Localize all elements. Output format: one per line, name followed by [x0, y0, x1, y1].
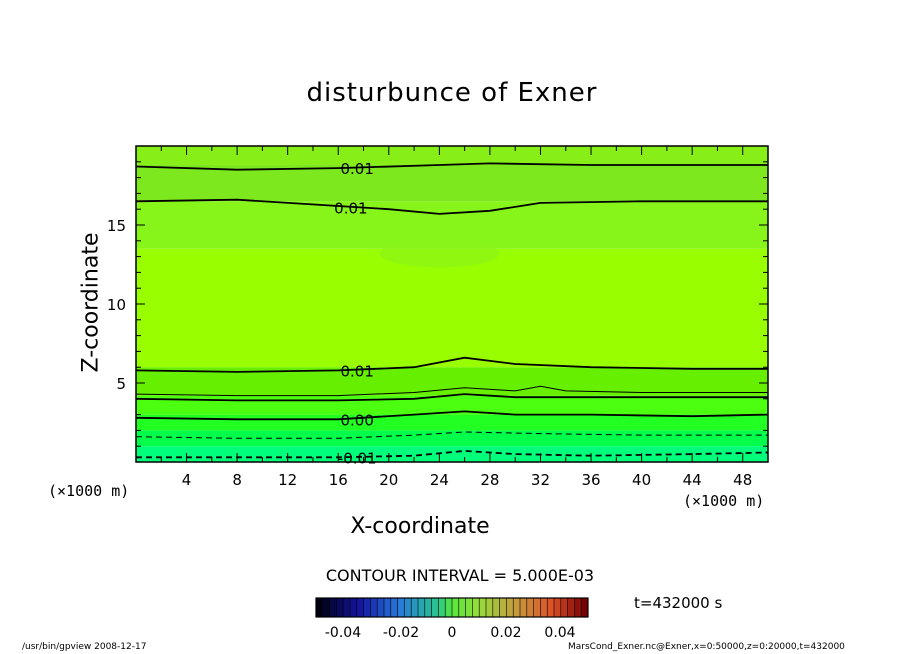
- colorbar-cell: [370, 598, 378, 617]
- colorbar-frame: [315, 597, 589, 618]
- fill-band-0: [136, 446, 768, 462]
- x-tick-label: 36: [581, 471, 600, 489]
- colorbar-cell: [350, 598, 358, 617]
- colorbar-cell: [438, 598, 446, 617]
- contour-interval-label: CONTOUR INTERVAL = 5.000E-03: [325, 566, 595, 585]
- colorbar-cell: [506, 598, 514, 617]
- colorbar-cell: [336, 598, 344, 617]
- colorbar-cell: [377, 598, 385, 617]
- x-tick-label: 4: [182, 471, 192, 489]
- x-tick-label: 24: [430, 471, 449, 489]
- fill-band-8: [136, 146, 768, 165]
- colorbar-cell: [574, 598, 582, 617]
- colorbar-cell: [411, 598, 419, 617]
- colorbar-cell: [472, 598, 480, 617]
- y-axis-label: Z-coordinate: [78, 232, 104, 373]
- x-tick-label: 40: [632, 471, 651, 489]
- footer-right: MarsCond_Exner.nc@Exner,x=0:50000,z=0:20…: [568, 642, 845, 652]
- x-tick-label: 16: [329, 471, 348, 489]
- x-tick-label: 48: [733, 471, 752, 489]
- x-tick-label: 28: [480, 471, 499, 489]
- time-label: t=432000 s: [634, 594, 723, 612]
- contour-line-0: [135, 162, 768, 171]
- contour-line-4: [135, 393, 768, 402]
- footer-left: /usr/bin/gpview 2008-12-17: [22, 642, 147, 652]
- fill-band-5: [136, 248, 768, 368]
- x-tick-label: 20: [379, 471, 398, 489]
- colorbar-cell: [479, 598, 487, 617]
- contour-label-2: 0.01: [340, 362, 373, 380]
- contour-line-3: [135, 385, 768, 397]
- colorbar-cell: [329, 598, 337, 617]
- colorbar-cell: [356, 598, 365, 617]
- colorbar-tick-label: -0.02: [383, 625, 419, 641]
- contour-label-0: 0.01: [340, 160, 373, 178]
- colorbar-cell: [526, 598, 535, 617]
- fill-band-7: [136, 164, 768, 202]
- colorbar-cell: [316, 598, 324, 617]
- contour-label-3: 0.00: [340, 411, 373, 429]
- x-tick-label: 8: [232, 471, 242, 489]
- colorbar-cell: [554, 598, 562, 617]
- colorbar-cell: [567, 598, 575, 617]
- colorbar-tick-label: 0.04: [544, 625, 575, 641]
- colorbar-cell: [343, 598, 351, 617]
- fill-dip: [379, 239, 500, 268]
- x-unit-label: (×1000 m): [683, 492, 765, 510]
- contour-label-1: 0.01: [334, 200, 367, 218]
- colorbar-cell: [533, 598, 541, 617]
- colorbar-cell: [418, 598, 426, 617]
- colorbar-cell: [486, 598, 494, 617]
- colorbar-cell: [520, 598, 528, 617]
- colorbar-cell: [581, 598, 589, 617]
- contour-line-6: [135, 431, 768, 439]
- colorbar-cell: [363, 598, 371, 617]
- colorbar-cell: [540, 598, 548, 617]
- x-tick-label: 44: [683, 471, 702, 489]
- x-tick-label: 12: [278, 471, 297, 489]
- colorbar-cell: [547, 598, 555, 617]
- colorbar-cell: [465, 598, 473, 617]
- x-axis-label: X-coordinate: [350, 514, 490, 539]
- colorbar-cell: [424, 598, 433, 617]
- y-tick-label: 10: [107, 296, 126, 314]
- colorbar-cell: [322, 598, 331, 617]
- colorbar-cell: [492, 598, 501, 617]
- contour-line-5: [135, 410, 769, 421]
- contour-line-7: [136, 449, 769, 459]
- colorbar-cell: [513, 598, 521, 617]
- x-tick-label: 32: [531, 471, 550, 489]
- colorbar-cell: [499, 598, 507, 617]
- colorbar-tick-label: -0.04: [325, 625, 361, 641]
- chart-title: disturbunce of Exner: [306, 78, 598, 108]
- colorbar-cell: [384, 598, 392, 617]
- colorbar-cell: [445, 598, 453, 617]
- colorbar-cell: [431, 598, 439, 617]
- colorbar-cell: [458, 598, 467, 617]
- y-unit-label: (×1000 m): [48, 482, 130, 500]
- y-tick-label: 15: [107, 217, 126, 235]
- contour-line-2: [135, 356, 768, 373]
- contour-line-1: [135, 198, 768, 215]
- contour-label-4: -0.01: [338, 449, 377, 467]
- colorbar-cell: [452, 598, 460, 617]
- colorbar-cell: [397, 598, 405, 617]
- colorbar-cell: [404, 598, 412, 617]
- colorbar-cell: [560, 598, 569, 617]
- colorbar-tick-label: 0: [448, 625, 457, 641]
- fill-band-2: [136, 414, 768, 431]
- colorbar-cell: [390, 598, 399, 617]
- y-tick-label: 5: [116, 375, 126, 393]
- colorbar-tick-label: 0.02: [490, 625, 521, 641]
